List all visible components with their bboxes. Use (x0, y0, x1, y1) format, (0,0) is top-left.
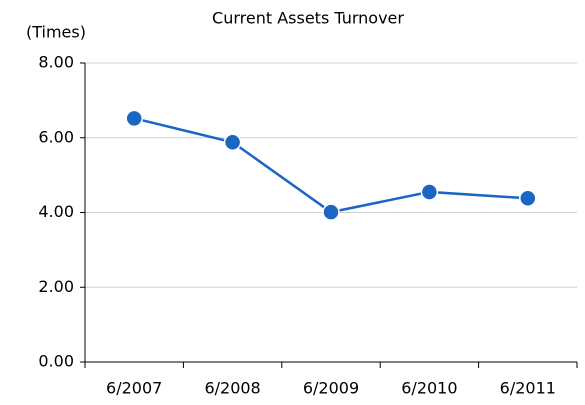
y-tick-label: 6.00 (38, 127, 74, 146)
y-tick-label: 0.00 (38, 352, 74, 371)
x-tick-label: 6/2009 (303, 379, 359, 398)
marker (519, 189, 537, 208)
x-tick-label: 6/2010 (401, 379, 457, 398)
line (133, 117, 528, 214)
marker (223, 133, 242, 151)
marker (420, 183, 439, 201)
y-tick-label: 4.00 (38, 202, 74, 221)
y-tick-label: 8.00 (38, 53, 74, 72)
x-tick-label: 6/2007 (106, 379, 162, 398)
x-tick-label: 6/2008 (204, 379, 260, 398)
y-axis-label: (Times) (26, 23, 86, 42)
marker (322, 203, 340, 221)
y-tick-label: 2.00 (38, 277, 74, 296)
chart-title: Current Assets Turnover (212, 9, 404, 28)
marker (125, 109, 143, 128)
x-tick-label: 6/2011 (500, 379, 556, 398)
